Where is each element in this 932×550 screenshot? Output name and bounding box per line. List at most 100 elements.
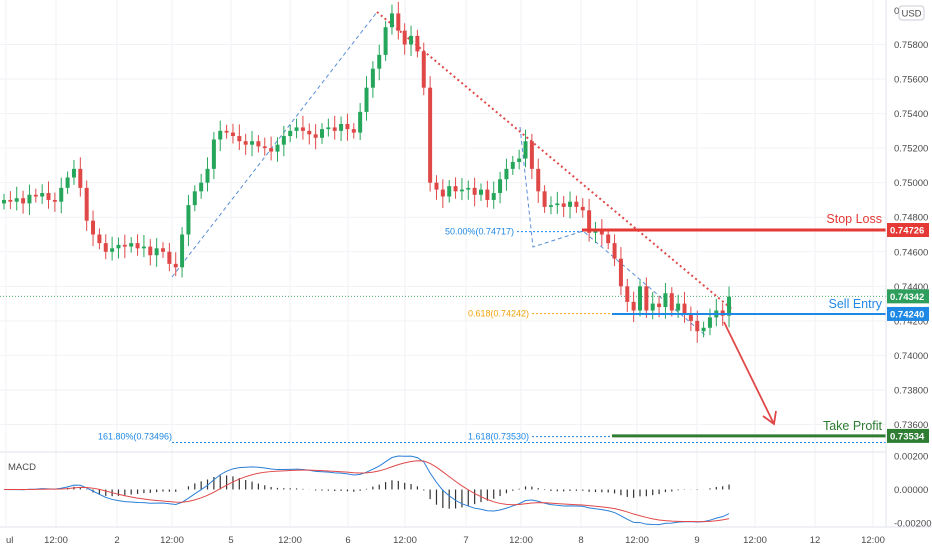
current-price-tag: [887, 289, 929, 304]
candle-body: [2, 199, 6, 204]
candle-body: [498, 179, 503, 194]
candle-body: [377, 54, 382, 69]
macd-signal-line: [3, 460, 730, 523]
price-tick-label: 0.75400: [894, 109, 928, 120]
candle-body: [415, 35, 420, 52]
candle-body: [27, 194, 32, 204]
candle-body: [339, 123, 344, 131]
time-tick-label: 12:00: [743, 535, 767, 546]
candle-body: [396, 13, 401, 31]
candle-body: [485, 189, 490, 200]
candle-body: [307, 130, 312, 135]
candle-body: [409, 35, 414, 45]
candle-body: [587, 210, 592, 233]
candle-body: [523, 141, 528, 159]
zigzag-leg-1: [171, 11, 378, 278]
time-tick-label: 5: [228, 535, 233, 546]
candle-body: [428, 87, 433, 183]
time-tick-label: 2: [114, 535, 119, 546]
candle-body: [599, 229, 604, 235]
candle-body: [14, 198, 19, 202]
candle-body: [78, 168, 83, 188]
price-tick-label: 0.73600: [894, 420, 928, 431]
macd-tick-label: -0.00200: [894, 519, 932, 530]
candle-body: [21, 198, 26, 204]
candle-body: [676, 303, 681, 311]
candle-body: [300, 127, 305, 131]
candlestick-series: [2, 1, 732, 343]
time-tick-label: 12:00: [160, 535, 184, 546]
candle-body: [320, 129, 324, 138]
candle-body: [250, 141, 255, 145]
candle-body: [224, 130, 229, 133]
macd-tick-label: 0.00000: [894, 485, 928, 496]
sell-entry-tag-label: 0.74240: [890, 309, 924, 320]
currency-badge-label: USD: [901, 9, 921, 20]
candle-body: [351, 129, 356, 133]
trendline: [376, 11, 734, 311]
candle-body: [517, 158, 522, 162]
time-tick-label: 12:00: [625, 535, 649, 546]
candle-body: [84, 187, 89, 221]
candle-body: [294, 127, 299, 131]
candle-body: [313, 134, 318, 138]
candle-body: [46, 193, 51, 200]
fib-0618-label: 0.618(0.74242): [468, 309, 529, 319]
drawing-annotations: 50.00%(0.74717) 0.618(0.74242) 161.80%(0.7…: [0, 11, 886, 443]
candle-body: [542, 191, 547, 207]
candle-body: [326, 127, 331, 130]
candle-body: [453, 186, 458, 192]
candle-body: [281, 136, 286, 145]
candle-body: [688, 313, 693, 321]
price-tick-label: 0.74600: [894, 247, 928, 258]
candle-body: [275, 144, 280, 152]
candle-body: [529, 141, 534, 169]
candle-body: [568, 201, 573, 207]
macd-title: MACD: [8, 462, 36, 473]
candle-body: [548, 205, 553, 207]
candle-body: [491, 193, 496, 200]
zigzag-leg-2: [519, 126, 706, 336]
candle-body: [154, 248, 159, 256]
macd-panel: MACD: [0, 451, 886, 526]
candle-body: [135, 243, 140, 249]
level-annotations: Stop Loss Sell Entry Take Profit: [582, 212, 886, 438]
sell-entry-label: Sell Entry: [829, 297, 883, 311]
candle-body: [510, 161, 515, 169]
candle-body: [383, 27, 388, 55]
candle-body: [574, 201, 579, 207]
time-tick-label: 9: [694, 535, 699, 546]
candle-body: [230, 132, 235, 137]
fib-50-label: 50.00%(0.74717): [445, 227, 514, 237]
candle-body: [269, 148, 274, 152]
candle-body: [682, 303, 687, 314]
current-price-tag-label: 0.74342: [890, 292, 924, 303]
candle-body: [580, 206, 585, 211]
candle-body: [173, 263, 178, 268]
time-tick-label: 12:00: [278, 535, 302, 546]
candle-body: [205, 168, 210, 183]
candle-body: [71, 168, 76, 178]
candle-body: [161, 248, 165, 252]
candle-body: [625, 286, 630, 302]
candle-body: [606, 234, 611, 244]
candle-body: [447, 186, 452, 197]
stop-loss-tag-label: 0.74726: [890, 226, 924, 237]
candle-body: [103, 243, 108, 252]
candle-body: [167, 251, 172, 264]
candle-body: [148, 246, 153, 256]
candle-body: [389, 13, 394, 28]
candle-body: [345, 123, 350, 130]
candle-body: [618, 258, 623, 287]
candle-body: [65, 177, 70, 188]
candle-body: [211, 139, 216, 169]
time-tick-label: 12:00: [861, 535, 885, 546]
stop-loss-tag: [887, 223, 929, 238]
candle-body: [695, 320, 700, 332]
candle-body: [237, 136, 242, 142]
candle-body: [141, 246, 146, 249]
candle-body: [701, 327, 706, 332]
candle-body: [631, 301, 636, 311]
